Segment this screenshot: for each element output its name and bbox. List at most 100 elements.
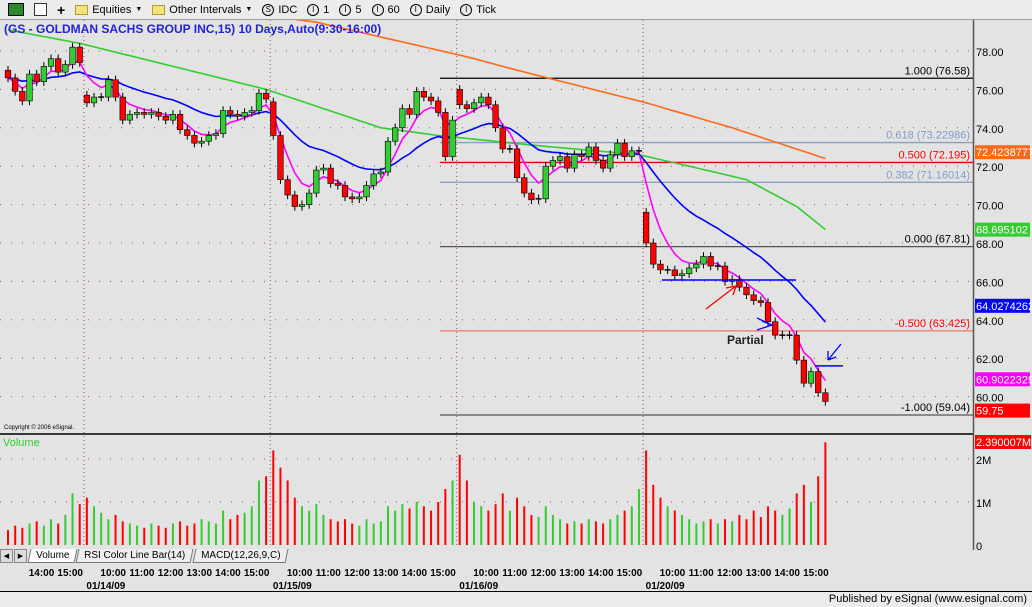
candle-body [621,142,628,157]
other-intervals-label: Other Intervals [169,3,242,16]
candle-body [313,169,320,194]
date-label: 01/16/09 [459,581,498,592]
time-tick-label: 12:00 [158,568,184,579]
time-tick-label: 13:00 [746,568,772,579]
time-tick-label: 15:00 [617,568,643,579]
chart-link-button[interactable] [5,3,24,16]
candle-body [406,108,413,115]
candle-body [277,135,284,180]
interval-label: Tick [476,3,497,16]
candle-body [19,91,26,102]
scroll-right-button[interactable]: ▶ [14,549,27,563]
candle-body [600,160,607,169]
candle-body [643,211,650,244]
scroll-left-button[interactable]: ◀ [0,549,13,563]
candle-body [700,256,707,265]
price-axis[interactable]: 60.00 62.00 64.00 66.00 68.00 70.00 72.00 74.00… [975,47,1032,418]
candle-body [55,58,62,73]
tab-macd[interactable]: MACD(12,26,9,C) [192,549,289,563]
tab-label: RSI Color Line Bar(14) [84,550,186,561]
candle-body [678,273,686,276]
volume-last-value: 2.390007M [976,437,1031,449]
price-tick-label: 72.00 [976,162,1004,174]
study-tabs: ◀ ▶ Volume RSI Color Line Bar(14) MACD(1… [0,549,289,563]
tab-rsi[interactable]: RSI Color Line Bar(14) [75,549,195,563]
candle-body [33,73,40,83]
time-tick-label: 10:00 [287,568,313,579]
candle-body [47,58,55,67]
candle-body [284,179,291,196]
price-tick-label: 62.00 [976,354,1004,366]
candle-body [628,150,635,157]
volume-tick-label: 2M [976,455,991,467]
ma-value-badge-bg [975,298,1030,313]
time-tick-label: 14:00 [402,568,428,579]
time-tick-label: 13:00 [186,568,212,579]
moving-average-line [7,71,827,323]
time-tick-label: 12:00 [717,568,743,579]
candle-body [822,392,829,402]
link-icon [8,3,24,16]
time-axis[interactable]: 14:00 15:00 10:00 11:00 12:00 13:00 14:00 15:00… [29,568,829,592]
tab-label: Volume [36,550,70,561]
candle-body [392,127,399,142]
candle-body [205,135,212,142]
ma-value-badge: 68.695102 [976,225,1028,237]
time-tick-label: 11:00 [502,568,527,579]
candle-body [807,371,815,384]
properties-button[interactable] [34,3,47,16]
candle-body [528,192,535,201]
ma-value-badge: 64.0274262 [976,301,1032,313]
interval-label: 5 [355,3,362,16]
time-tick-label: 14:00 [774,568,800,579]
candle-body [413,91,420,115]
tab-volume[interactable]: Volume [27,549,78,563]
candle-body [356,196,363,200]
candle-body [549,160,557,167]
price-tick-label: 64.00 [976,316,1004,328]
candle-body [298,204,306,207]
candle-body [564,156,571,169]
moving-average-line [287,17,826,160]
interval-60-button[interactable]: I 60 [371,3,400,16]
candle-body [148,112,155,115]
equities-label: Equities [92,3,132,16]
candle-body [442,112,449,157]
candle-body [420,91,427,98]
other-intervals-dropdown[interactable]: Other Intervals ▼ [152,4,252,16]
equities-dropdown[interactable]: Equities ▼ [75,4,142,16]
candle-body [133,112,141,115]
candle-body [384,140,392,173]
candle-body [83,94,90,104]
candle-body [263,92,270,100]
interval-tick-button[interactable]: I Tick [460,3,497,16]
time-tick-label: 15:00 [803,568,829,579]
i-circle-icon: I [409,3,422,16]
candle-body [686,267,693,275]
ma-value-badge-bg [975,372,1030,387]
time-tick-label: 14:00 [588,568,614,579]
interval-daily-button[interactable]: I Daily [409,3,450,16]
price-tick-label: 60.00 [976,393,1004,405]
price-tick-label: 68.00 [976,239,1004,251]
price-tick-label: 76.00 [976,85,1004,97]
date-label: 01/15/09 [273,581,312,592]
add-button[interactable]: + [57,2,65,18]
candle-body [291,194,298,207]
blue-double-arrow-icon [756,317,774,331]
folder-icon [152,4,166,15]
candle-body [176,114,184,131]
candle-body [499,127,506,150]
candle-body [427,96,435,102]
candle-body [4,69,12,79]
time-tick-label: 12:00 [344,568,370,579]
candle-body [198,140,205,144]
price-tick-label: 66.00 [976,277,1004,289]
interval-idc-button[interactable]: S IDC [262,3,297,16]
red-arrow-icon [705,285,737,310]
candle-body [62,64,69,73]
candle-body [306,192,313,205]
